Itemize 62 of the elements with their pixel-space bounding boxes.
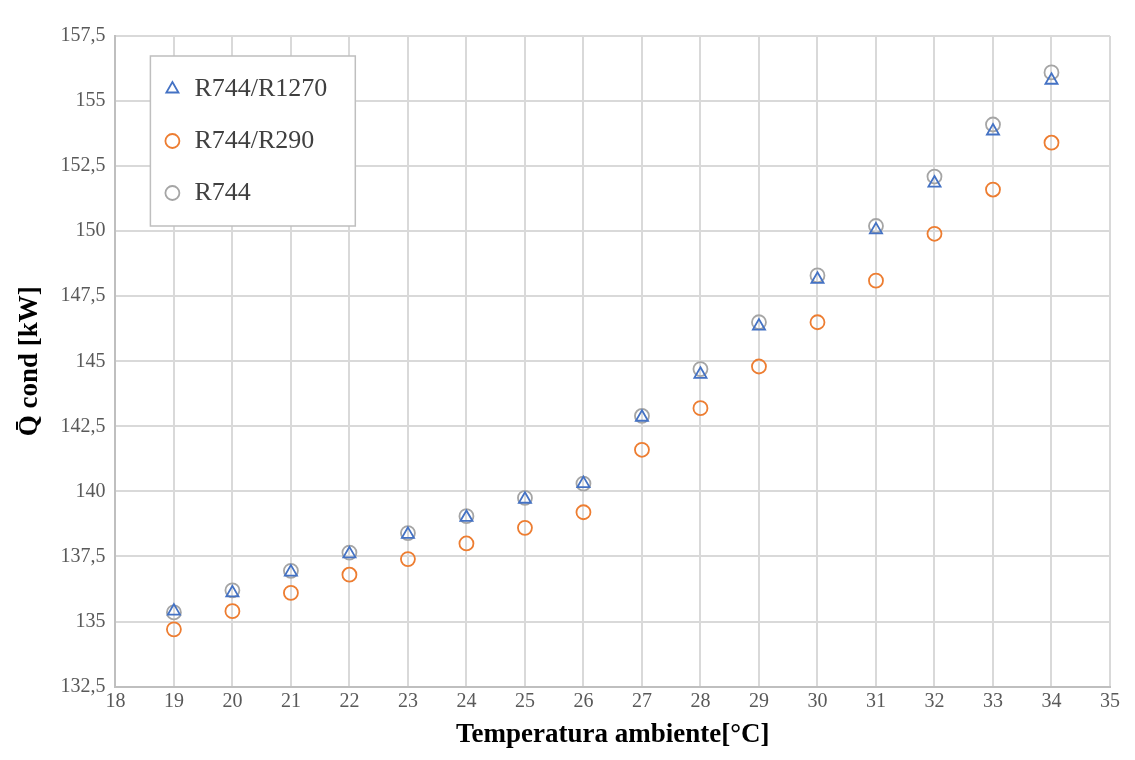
legend-label: R744 [194, 176, 251, 206]
point [692, 400, 709, 417]
x-tick-label: 23 [397, 688, 418, 711]
y-axis-title: Q̄ cond [kW] [13, 286, 44, 437]
y-tick-label: 137,5 [60, 543, 106, 566]
y-tick-label: 152,5 [60, 153, 106, 176]
x-tick-label: 29 [748, 688, 769, 711]
point [693, 366, 708, 379]
point [1044, 72, 1059, 85]
point [986, 123, 1000, 136]
x-tick-label: 22 [339, 688, 360, 711]
y-tick-label: 147,5 [60, 283, 106, 306]
legend-label: R744/R1270 [194, 72, 328, 102]
point [166, 621, 182, 638]
point [751, 358, 767, 375]
y-tick-label: 150 [75, 218, 106, 241]
point [283, 585, 299, 601]
point [1043, 134, 1060, 151]
x-tick-label: 35 [1100, 688, 1120, 711]
point [400, 551, 416, 567]
y-tick-label: 157,5 [60, 23, 106, 46]
x-axis-title: Temperatura ambiente[°C] [455, 717, 770, 748]
y-tick-label: 145 [75, 348, 106, 371]
y-tick-label: 132,5 [60, 673, 106, 696]
point [927, 175, 942, 188]
point [809, 314, 826, 331]
y-tick-label: 142,5 [60, 413, 106, 436]
point [810, 271, 825, 284]
x-tick-label: 27 [631, 688, 652, 711]
point [575, 504, 592, 521]
x-tick-label: 33 [982, 688, 1003, 711]
point [458, 535, 475, 552]
point [166, 603, 181, 616]
y-tick-label: 155 [75, 88, 106, 111]
x-tick-label: 19 [163, 688, 184, 711]
point [341, 566, 358, 583]
x-tick-label: 25 [514, 688, 535, 711]
x-tick-label: 24 [456, 688, 477, 711]
y-tick-label: 135 [75, 608, 106, 631]
point [692, 361, 709, 378]
x-tick-label: 20 [222, 688, 243, 711]
point [1043, 64, 1060, 81]
x-tick-label: 21 [280, 688, 301, 711]
point [926, 225, 943, 242]
x-tick-label: 34 [1041, 688, 1062, 711]
point [985, 181, 1001, 198]
point [224, 603, 241, 620]
x-tick-label: 30 [807, 688, 828, 711]
point [517, 519, 533, 536]
x-tick-label: 32 [924, 688, 945, 711]
point [868, 272, 884, 289]
x-tick-label: 18 [105, 688, 126, 711]
point [926, 168, 943, 185]
point [166, 604, 182, 621]
point [752, 318, 766, 331]
point [985, 116, 1001, 133]
y-tick-label: 140 [75, 478, 106, 501]
legend-label: R744/R290 [194, 124, 315, 154]
x-tick-label: 31 [865, 688, 886, 711]
x-tick-label: 28 [690, 688, 711, 711]
x-tick-label: 26 [573, 688, 594, 711]
point [634, 441, 650, 458]
